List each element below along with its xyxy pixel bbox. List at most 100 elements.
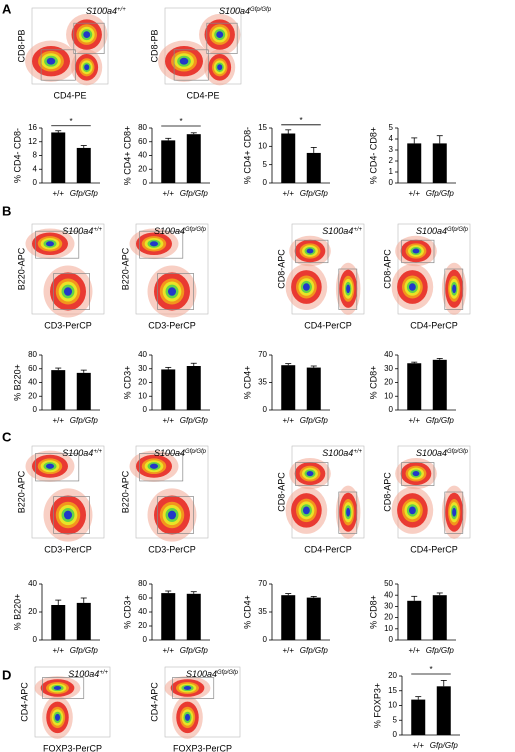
allele: +/+ [93, 449, 102, 455]
y-tick-label: 1 [389, 167, 394, 176]
bar [407, 600, 422, 640]
flow-x-label: CD3-PerCP [148, 320, 196, 330]
flow-density [184, 713, 191, 721]
y-tick-label: 5 [393, 715, 398, 724]
flow-y-label: B220-APC [16, 470, 26, 513]
bar [306, 152, 321, 183]
y-tick-label: 60 [28, 364, 37, 373]
y-tick-label: 80 [28, 350, 37, 359]
flow-density [216, 31, 224, 39]
genotype-label: S100a4Gfp/Gfp [186, 669, 239, 679]
gate [73, 22, 105, 54]
y-tick-label: 35 [258, 607, 267, 616]
y-tick-label: 40 [138, 350, 147, 359]
y-axis-label: % CD4- CD8+ [368, 127, 378, 184]
flow-density [412, 248, 420, 254]
x-tick-label: Gfp/Gfp [70, 646, 99, 655]
flow-x-label: CD4-PerCP [304, 320, 352, 330]
flow-x-label: CD4-PE [186, 90, 219, 100]
x-tick-label: Gfp/Gfp [180, 646, 209, 655]
flow-density [346, 284, 351, 294]
bar [432, 359, 447, 410]
y-tick-label: 20 [138, 378, 147, 387]
y-tick-label: 0 [143, 635, 148, 644]
y-tick-label: 12 [28, 137, 37, 146]
gate [42, 677, 85, 699]
x-tick-label: +/+ [162, 416, 174, 425]
genotype-label: S100a4Gfp/Gfp [154, 448, 207, 458]
x-tick-label: Gfp/Gfp [426, 189, 455, 198]
y-tick-label: 30 [138, 364, 147, 373]
bar [186, 134, 201, 183]
allele: +/+ [99, 670, 108, 676]
bar [407, 143, 422, 183]
x-tick-label: Gfp/Gfp [300, 646, 329, 655]
gene-name: S100a4 [186, 669, 217, 679]
y-tick-label: 70 [258, 350, 267, 359]
flow-y-label: B220-APC [120, 247, 130, 290]
y-tick-label: 3 [389, 145, 394, 154]
bar [436, 686, 451, 735]
allele: +/+ [353, 227, 362, 233]
flow-y-label: CD8-APC [382, 249, 392, 289]
bar [407, 363, 422, 410]
y-axis-label: % CD8+ [368, 595, 378, 629]
bar [186, 366, 201, 410]
x-tick-label: +/+ [282, 646, 294, 655]
y-tick-label: 80 [138, 123, 147, 132]
gene-name: S100a4 [154, 448, 185, 458]
allele: Gfp/Gfp [447, 227, 469, 233]
gene-name: S100a4 [62, 226, 93, 236]
x-tick-label: +/+ [52, 416, 64, 425]
x-tick-label: +/+ [52, 646, 64, 655]
allele: Gfp/Gfp [250, 7, 272, 13]
allele: Gfp/Gfp [217, 670, 239, 676]
panel-letter: D [2, 667, 11, 682]
y-tick-label: 40 [384, 350, 393, 359]
gene-name: S100a4 [322, 226, 353, 236]
y-axis-label: % FOXP3+ [372, 683, 382, 728]
y-tick-label: 0 [263, 178, 268, 187]
panel-letter: A [2, 1, 12, 16]
flow-x-label: CD4-PE [53, 90, 86, 100]
x-tick-label: +/+ [162, 189, 174, 198]
x-tick-label: +/+ [408, 189, 420, 198]
flow-density [63, 510, 73, 520]
genotype-label: S100a4+/+ [86, 6, 126, 16]
significance-label: * [299, 116, 302, 125]
flow-y-label: CD8-PB [149, 29, 159, 62]
x-tick-label: +/+ [282, 416, 294, 425]
genotype-label: S100a4+/+ [62, 448, 102, 458]
flow-density [83, 31, 91, 39]
panel-letter: B [2, 203, 11, 218]
y-tick-label: 0 [33, 635, 38, 644]
flow-y-label: CD4-APC [19, 682, 29, 722]
genotype-label: S100a4+/+ [322, 448, 362, 458]
flow-x-label: FOXP3-PerCP [43, 743, 102, 752]
gene-name: S100a4 [322, 448, 353, 458]
gate [35, 230, 80, 259]
y-axis-label: % CD4+ CD8- [242, 127, 252, 184]
flow-density [452, 507, 457, 517]
genotype-label: S100a4+/+ [62, 226, 102, 236]
y-tick-label: 20 [138, 621, 147, 630]
gate [139, 453, 184, 482]
y-axis-label: % CD8+ [368, 366, 378, 400]
y-tick-label: 10 [384, 624, 393, 633]
gate [444, 268, 464, 310]
flow-density [46, 57, 56, 65]
genotype-label: S100a4+/+ [68, 669, 108, 679]
x-tick-label: +/+ [408, 646, 420, 655]
y-tick-label: 40 [384, 590, 393, 599]
y-tick-label: 0 [393, 730, 398, 739]
x-tick-label: Gfp/Gfp [180, 189, 209, 198]
y-axis-label: % CD3+ [122, 595, 132, 629]
allele: Gfp/Gfp [185, 449, 207, 455]
flow-density [408, 506, 416, 515]
flow-density [217, 64, 223, 71]
flow-density [179, 57, 189, 65]
gate [173, 49, 209, 81]
y-tick-label: 40 [138, 151, 147, 160]
gate [172, 677, 215, 699]
flow-y-label: CD4-APC [149, 682, 159, 722]
